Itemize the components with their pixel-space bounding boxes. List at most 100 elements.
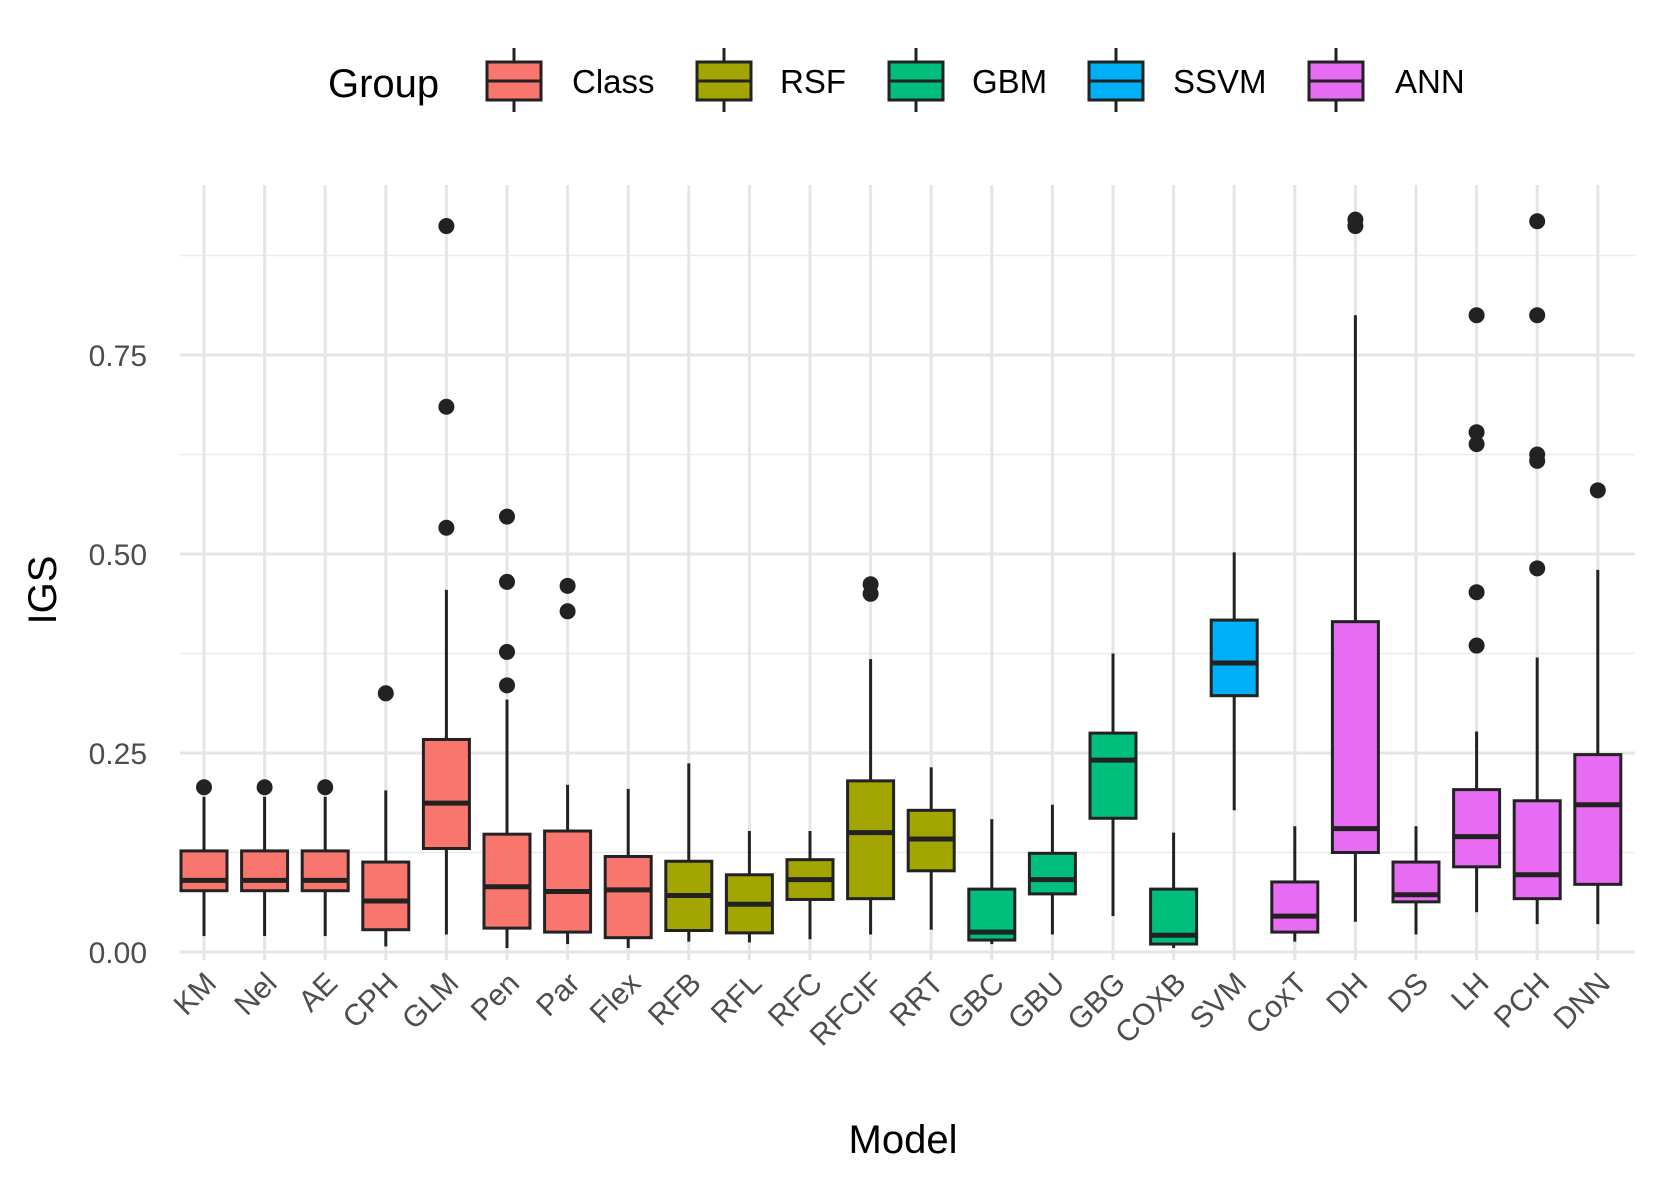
box-DNN bbox=[1573, 482, 1623, 925]
box-GLM bbox=[421, 218, 471, 935]
box-series bbox=[179, 211, 1623, 949]
outlier-point bbox=[1529, 307, 1546, 324]
x-tick-label: GBC bbox=[941, 967, 1010, 1036]
box-PCH bbox=[1512, 213, 1562, 925]
box-body bbox=[1330, 620, 1380, 854]
y-tick-label: 0.25 bbox=[89, 738, 147, 771]
box-body bbox=[361, 860, 411, 932]
box-Flex bbox=[603, 788, 653, 949]
legend-label: SSVM bbox=[1173, 63, 1267, 100]
box-CoxT bbox=[1270, 826, 1320, 942]
outlier-point bbox=[438, 218, 455, 235]
outlier-point bbox=[1529, 560, 1546, 577]
x-tick-label: DS bbox=[1382, 967, 1435, 1020]
outlier-point bbox=[1468, 637, 1485, 654]
box-COXB bbox=[1149, 832, 1199, 949]
legend-title: Group bbox=[328, 62, 439, 106]
box-body bbox=[482, 832, 532, 930]
x-tick-label: Flex bbox=[584, 967, 647, 1030]
x-tick-label: GBU bbox=[1002, 967, 1071, 1036]
box-Pen bbox=[482, 508, 532, 949]
box-LH bbox=[1452, 307, 1502, 913]
outlier-point bbox=[1468, 424, 1485, 441]
box-AE bbox=[300, 779, 350, 937]
box-body bbox=[1088, 731, 1138, 820]
outlier-point bbox=[559, 577, 576, 594]
outlier-point bbox=[438, 398, 455, 415]
box-GBG bbox=[1088, 653, 1138, 917]
box-body bbox=[1027, 851, 1077, 896]
box-body bbox=[1452, 788, 1502, 869]
x-tick-label: Nel bbox=[228, 967, 283, 1022]
box-body bbox=[421, 737, 471, 851]
x-axis-title: Model bbox=[849, 1118, 958, 1162]
x-tick-label: RFB bbox=[642, 967, 708, 1033]
y-tick-label: 0.75 bbox=[89, 340, 147, 373]
outlier-point bbox=[499, 573, 515, 590]
legend-label: RSF bbox=[780, 63, 846, 100]
box-body bbox=[543, 829, 593, 934]
outlier-point bbox=[1529, 213, 1546, 230]
box-RRT bbox=[906, 767, 956, 930]
legend-entry-GBM: GBM bbox=[887, 48, 1047, 112]
y-axis-title: IGS bbox=[21, 556, 65, 625]
x-tick-label: Pen bbox=[465, 967, 526, 1028]
outlier-point bbox=[499, 643, 515, 660]
box-CPH bbox=[361, 685, 411, 947]
legend-entry-Class: Class bbox=[485, 48, 655, 112]
outlier-point bbox=[1529, 446, 1546, 463]
x-tick-label: GLM bbox=[396, 967, 465, 1036]
x-tick-label: DNN bbox=[1547, 967, 1616, 1036]
outlier-point bbox=[1347, 211, 1364, 228]
legend-label: GBM bbox=[972, 63, 1047, 100]
legend-entry-SSVM: SSVM bbox=[1087, 48, 1267, 112]
outlier-point bbox=[862, 576, 879, 593]
box-body bbox=[603, 854, 653, 940]
box-GBC bbox=[967, 819, 1017, 945]
outlier-point bbox=[317, 779, 334, 796]
box-body bbox=[240, 849, 290, 893]
outlier-point bbox=[1589, 482, 1606, 499]
x-tick-label: RRT bbox=[884, 967, 951, 1034]
box-Par bbox=[543, 577, 593, 945]
x-tick-label: CPH bbox=[337, 967, 405, 1035]
x-tick-label: Par bbox=[530, 967, 586, 1023]
box-RFL bbox=[724, 831, 774, 943]
y-tick-label: 0.00 bbox=[89, 937, 147, 970]
x-tick-label: RFL bbox=[705, 967, 768, 1030]
outlier-point bbox=[1468, 584, 1485, 601]
box-KM bbox=[179, 779, 229, 937]
x-tick-label: LH bbox=[1445, 967, 1495, 1017]
box-body bbox=[1270, 880, 1320, 934]
box-Nel bbox=[240, 779, 290, 937]
outlier-point bbox=[256, 779, 273, 796]
x-tick-label: DH bbox=[1320, 967, 1374, 1021]
box-body bbox=[300, 849, 350, 893]
outlier-point bbox=[1468, 307, 1485, 324]
box-RFCIF bbox=[846, 576, 896, 935]
outlier-point bbox=[499, 677, 515, 694]
box-SVM bbox=[1209, 552, 1259, 811]
outlier-point bbox=[438, 519, 455, 536]
box-RFB bbox=[664, 763, 714, 942]
y-tick-label: 0.50 bbox=[89, 539, 147, 572]
box-body bbox=[846, 779, 896, 901]
box-GBU bbox=[1027, 804, 1077, 935]
x-tick-label: COXB bbox=[1109, 967, 1192, 1050]
x-tick-label: PCH bbox=[1488, 967, 1556, 1035]
box-body bbox=[179, 849, 229, 893]
box-body bbox=[1512, 799, 1562, 901]
legend-label: Class bbox=[572, 63, 655, 100]
x-tick-label: KM bbox=[168, 967, 223, 1022]
box-body bbox=[1573, 753, 1623, 886]
box-RFC bbox=[785, 831, 835, 940]
box-DH bbox=[1330, 211, 1380, 922]
outlier-point bbox=[196, 779, 212, 796]
legend-label: ANN bbox=[1395, 63, 1465, 100]
legend-entry-ANN: ANN bbox=[1307, 48, 1465, 112]
box-DS bbox=[1391, 826, 1441, 935]
x-tick-label: SVM bbox=[1184, 967, 1253, 1036]
box-body bbox=[1209, 618, 1259, 698]
